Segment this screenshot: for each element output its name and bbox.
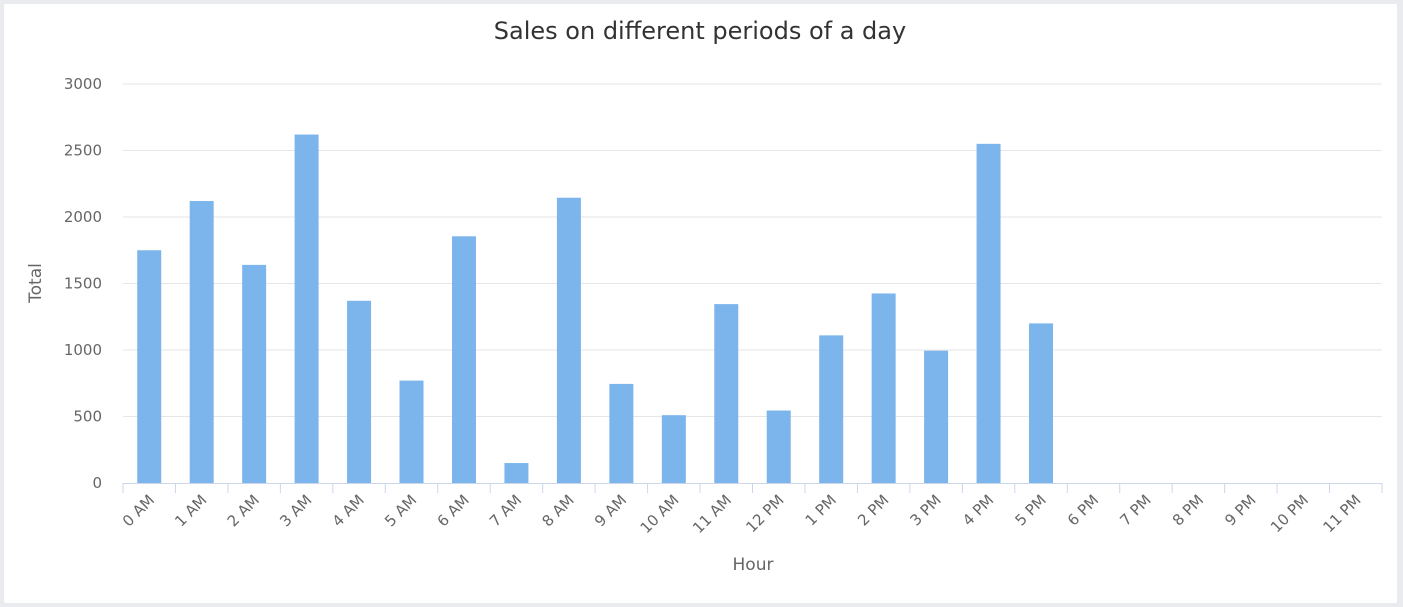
bar[interactable] <box>347 300 372 483</box>
x-tick-label: 10 AM <box>637 491 683 537</box>
x-tick-label: 7 AM <box>486 491 525 530</box>
x-tick-label: 8 AM <box>538 491 577 530</box>
x-tick-label: 0 AM <box>119 491 158 530</box>
y-axis-title: Total <box>26 263 46 304</box>
gridlines <box>123 83 1382 417</box>
x-tick-label: 3 AM <box>276 491 315 530</box>
x-tick-label: 3 PM <box>907 491 945 529</box>
x-tick-label: 11 PM <box>1319 491 1364 536</box>
x-tick-label: 4 PM <box>959 491 997 529</box>
x-tick-label: 11 AM <box>689 491 735 537</box>
y-tick-label: 1500 <box>64 275 102 293</box>
x-tick-label: 9 AM <box>591 491 630 530</box>
x-tick-label: 5 PM <box>1011 491 1049 529</box>
x-tick-label: 5 AM <box>381 491 420 530</box>
x-tick-label: 2 AM <box>224 491 263 530</box>
bar[interactable] <box>871 293 896 483</box>
bar[interactable] <box>189 201 214 484</box>
x-tick-label: 8 PM <box>1169 491 1207 529</box>
y-tick-label: 0 <box>92 474 102 492</box>
bar[interactable] <box>924 350 949 483</box>
x-tick-label: 6 AM <box>434 491 473 530</box>
y-tick-label: 2500 <box>64 142 102 160</box>
x-tick-label: 1 PM <box>802 491 840 529</box>
bar[interactable] <box>294 134 319 484</box>
bar[interactable] <box>1029 323 1054 483</box>
bar[interactable] <box>766 410 791 483</box>
y-axis-ticks: 0 500 1000 1500 2000 2500 3000 <box>64 75 102 492</box>
x-tick-label: 2 PM <box>854 491 892 529</box>
x-tick-label: 6 PM <box>1064 491 1102 529</box>
bar[interactable] <box>714 304 739 483</box>
y-tick-label: 3000 <box>64 75 102 93</box>
x-tick-label: 9 PM <box>1221 491 1259 529</box>
bar[interactable] <box>242 264 267 483</box>
y-tick-label: 500 <box>73 408 102 426</box>
x-axis-ticks: 0 AM 1 AM 2 AM 3 AM 4 AM 5 AM 6 AM 7 AM 8 AM 9 AM… <box>119 483 1383 537</box>
bar[interactable] <box>451 236 476 483</box>
chart-title: Sales on different periods of a day <box>494 17 906 45</box>
bar[interactable] <box>976 143 1001 483</box>
bar[interactable] <box>609 383 634 483</box>
bar[interactable] <box>556 197 581 483</box>
bars <box>137 134 1054 484</box>
x-tick-label: 10 PM <box>1267 491 1312 536</box>
y-tick-label: 2000 <box>64 208 102 226</box>
bar[interactable] <box>819 335 844 483</box>
x-tick-label: 7 PM <box>1116 491 1154 529</box>
bar[interactable] <box>137 250 162 483</box>
chart-container <box>4 4 1397 603</box>
bar[interactable] <box>661 415 686 483</box>
x-tick-label: 1 AM <box>171 491 210 530</box>
bar[interactable] <box>504 463 529 483</box>
x-tick-label: 12 PM <box>742 491 787 536</box>
x-axis-title: Hour <box>733 555 774 575</box>
bar[interactable] <box>399 380 424 483</box>
y-tick-label: 1000 <box>64 341 102 359</box>
x-tick-label: 4 AM <box>329 491 368 530</box>
